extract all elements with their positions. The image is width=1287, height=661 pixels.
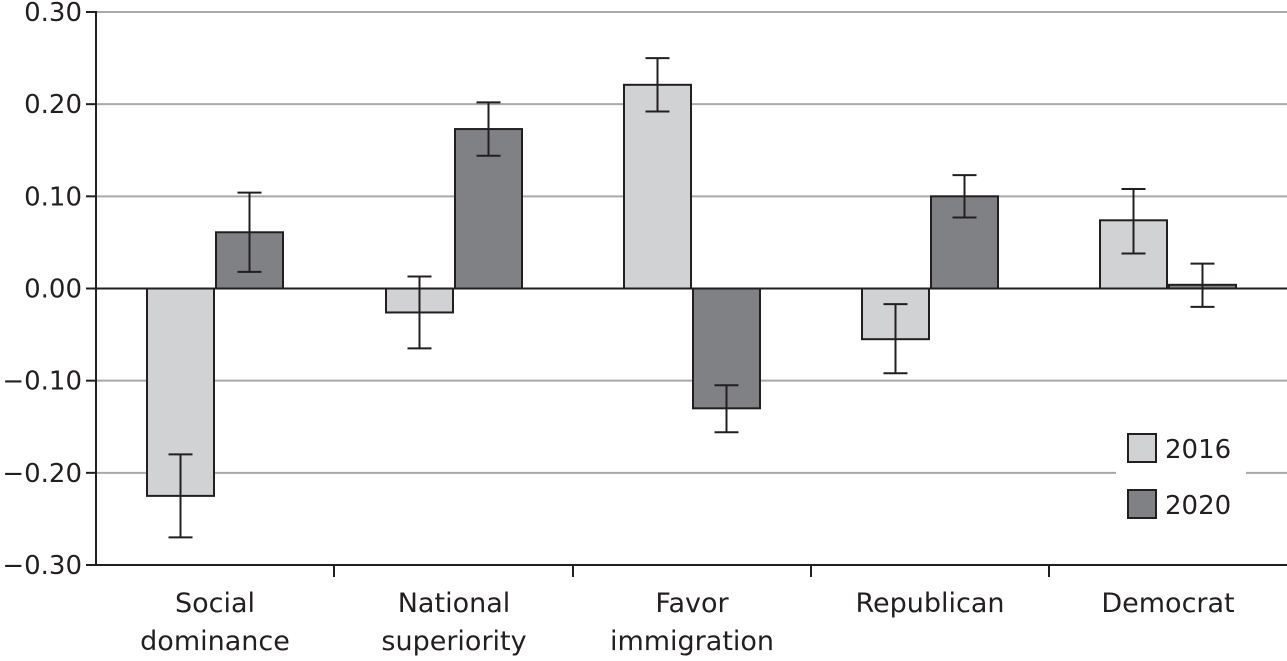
y-tick-label: −0.10 — [2, 367, 82, 397]
legend-swatch-2020 — [1127, 489, 1157, 519]
x-tick-label-line: Democrat — [1101, 588, 1234, 619]
x-tick-label-line: dominance — [140, 626, 290, 657]
y-tick-label: 0.10 — [24, 182, 82, 212]
y-tick-label: 0.00 — [24, 275, 82, 305]
x-tick-label-line: Republican — [855, 588, 1004, 619]
y-tick-label: 0.20 — [24, 90, 82, 120]
legend: 2016 2020 — [1116, 420, 1246, 530]
x-tick-label-line: Social — [175, 588, 255, 619]
bar-2016-2 — [623, 83, 692, 290]
x-tick-label-line: immigration — [610, 626, 774, 657]
error-bars — [168, 57, 1215, 539]
x-tick-label-line: National — [398, 588, 511, 619]
x-tick-label: National superiority — [381, 588, 526, 657]
y-tick-label: −0.20 — [2, 459, 82, 489]
legend-label-2016: 2016 — [1165, 435, 1231, 465]
axis-labels: 0.30 0.20 0.10 0.00 −0.10 −0.20 −0.30 Social dom… — [2, 0, 1234, 657]
legend-swatch-2016 — [1127, 433, 1157, 463]
bars — [146, 83, 1237, 497]
x-tick-label-line: Favor — [655, 588, 729, 619]
y-tick-label: 0.30 — [24, 0, 82, 28]
y-tick-label: −0.30 — [2, 551, 82, 581]
x-tick-label: Democrat — [1101, 588, 1234, 619]
x-tick-label-line: superiority — [381, 626, 526, 657]
legend-label-2020: 2020 — [1165, 491, 1231, 521]
x-tick-label: Social dominance — [140, 588, 290, 657]
x-tick-label: Republican — [855, 588, 1004, 619]
axes — [86, 11, 1287, 577]
x-tick-label: Favor immigration — [610, 588, 774, 657]
